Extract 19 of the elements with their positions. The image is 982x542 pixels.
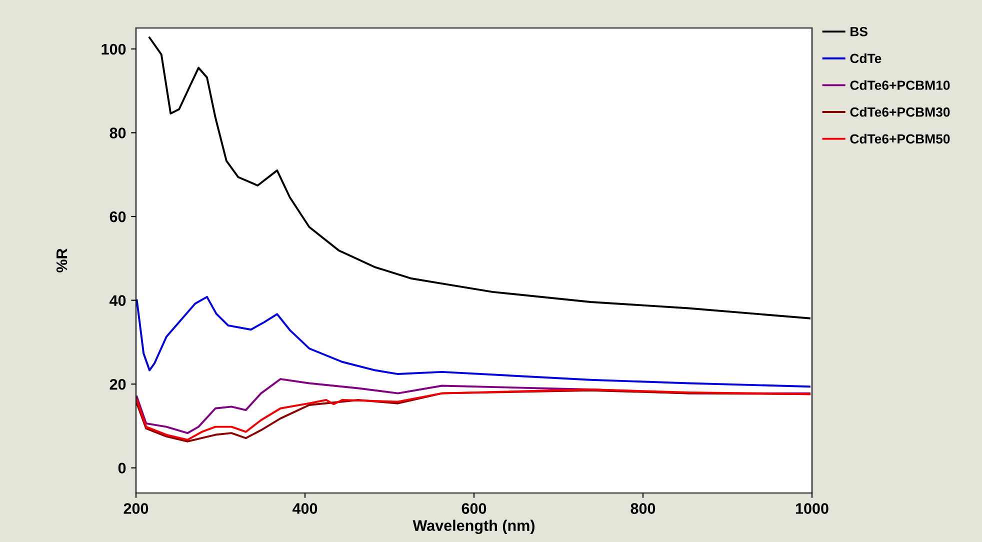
line-series xyxy=(136,296,810,388)
x-tick-label: 200 xyxy=(124,503,148,514)
y-tick-label: 60 xyxy=(110,211,126,222)
x-tick-label: 400 xyxy=(292,503,318,514)
y-axis-title: %R xyxy=(56,248,68,272)
legend-label: CdTe xyxy=(850,53,882,64)
x-axis-title: Wavelength (nm) xyxy=(412,520,534,534)
legend-label: CdTe6+PCBM30 xyxy=(850,107,950,117)
y-tick-label: 40 xyxy=(110,295,126,306)
x-tick-label: 800 xyxy=(630,503,656,514)
x-tick-label: 1000 xyxy=(796,503,828,514)
legend-label: CdTe6+PCBM50 xyxy=(850,134,950,144)
y-tick-label: 100 xyxy=(102,44,126,55)
legend-label: BS xyxy=(850,26,868,36)
y-tick-label: 80 xyxy=(110,128,126,138)
legend-label: CdTe6+PCBM10 xyxy=(850,80,950,90)
y-tick-label: 20 xyxy=(110,378,126,390)
y-tick-label: 0 xyxy=(118,462,126,474)
x-tick-label: 600 xyxy=(462,503,486,514)
